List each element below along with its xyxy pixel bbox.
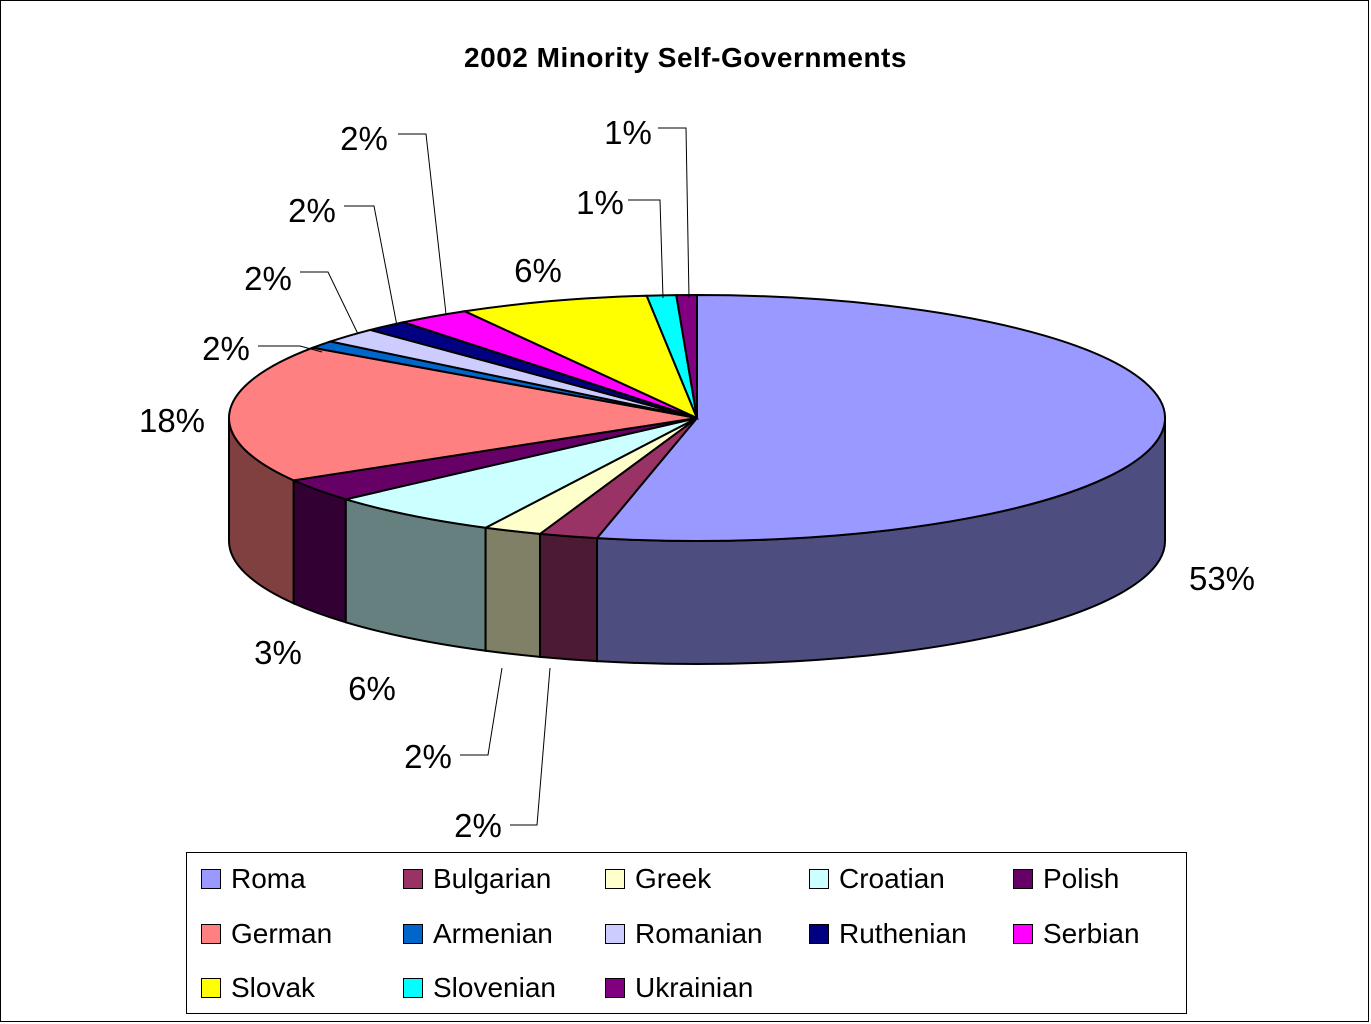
legend-item-serbian: Serbian — [1013, 916, 1140, 952]
legend-label: Croatian — [839, 863, 945, 894]
legend-item-greek: Greek — [605, 861, 711, 897]
legend-swatch — [201, 869, 221, 889]
leader-line-slovenian — [628, 199, 664, 299]
legend-swatch — [201, 978, 221, 998]
data-label-serbian: 2% — [340, 120, 388, 157]
legend-swatch — [403, 978, 423, 998]
legend-label: Serbian — [1043, 918, 1140, 949]
slice-german — [228, 346, 698, 482]
legend-label: Roma — [231, 863, 306, 894]
slice-roma — [594, 293, 1166, 542]
legend-item-ukrainian: Ukrainian — [605, 970, 753, 1006]
data-label-slovenian: 1% — [576, 184, 624, 221]
pie-sides — [228, 417, 1166, 665]
legend-item-bulgarian: Bulgarian — [403, 861, 551, 897]
legend: Roma Bulgarian Greek Croatian Polish German Ar… — [186, 852, 1187, 1014]
data-label-polish: 3% — [254, 634, 302, 671]
slice-ukrainian — [675, 293, 698, 419]
legend-item-slovenian: Slovenian — [403, 970, 556, 1006]
legend-item-croatian: Croatian — [809, 861, 945, 897]
slice-side-polish — [292, 478, 347, 624]
legend-item-roma: Roma — [201, 861, 306, 897]
legend-label: Armenian — [433, 918, 553, 949]
slice-side-greek — [484, 526, 542, 658]
legend-item-german: German — [201, 916, 332, 952]
data-label-armenian: 2% — [202, 330, 250, 367]
leader-line-greek — [460, 667, 503, 756]
data-label-romanian: 2% — [244, 260, 292, 297]
legend-item-slovak: Slovak — [201, 970, 315, 1006]
legend-swatch — [1013, 869, 1033, 889]
leader-line-serbian — [398, 133, 447, 315]
legend-item-ruthenian: Ruthenian — [809, 916, 967, 952]
legend-label: Bulgarian — [433, 863, 552, 894]
legend-label: Slovak — [231, 972, 316, 1003]
legend-label: Ukrainian — [635, 972, 754, 1003]
leader-line-ruthenian — [344, 205, 398, 327]
data-label-roma: 53% — [1189, 560, 1255, 597]
legend-item-romanian: Romanian — [605, 916, 763, 952]
data-label-croatian: 6% — [348, 670, 396, 707]
data-label-greek: 2% — [404, 738, 452, 775]
legend-swatch — [403, 924, 423, 944]
legend-label: Slovenian — [433, 972, 556, 1003]
legend-swatch — [201, 924, 221, 944]
slice-slovak — [461, 294, 699, 420]
legend-label: German — [231, 918, 333, 949]
legend-label: Polish — [1043, 863, 1120, 894]
data-label-ruthenian: 2% — [288, 192, 336, 229]
legend-label: Romanian — [635, 918, 763, 949]
data-label-german: 18% — [139, 402, 205, 439]
legend-swatch — [605, 978, 625, 998]
legend-swatch — [403, 869, 423, 889]
legend-label: Ruthenian — [839, 918, 967, 949]
legend-swatch — [605, 869, 625, 889]
leader-line-ukrainian — [658, 127, 690, 299]
data-label-bulgarian: 2% — [454, 807, 502, 844]
legend-label: Greek — [635, 863, 712, 894]
pie-top — [228, 293, 1166, 542]
chart-title: 2002 Minority Self-Governments — [464, 42, 907, 73]
data-label-slovak: 6% — [514, 252, 562, 289]
leader-line-armenian — [258, 345, 323, 353]
slice-croatian — [341, 417, 698, 529]
slice-side-bulgarian — [539, 532, 598, 663]
legend-swatch — [605, 924, 625, 944]
legend-swatch — [809, 924, 829, 944]
legend-swatch — [1013, 924, 1033, 944]
leader-line-bulgarian — [510, 667, 551, 826]
data-labels: 53%2%2%6%3%18%2%2%2%2%6%1%1% — [139, 114, 1255, 844]
legend-item-armenian: Armenian — [403, 916, 553, 952]
leader-line-romanian — [300, 271, 359, 335]
legend-item-polish: Polish — [1013, 861, 1119, 897]
legend-swatch — [809, 869, 829, 889]
data-label-ukrainian: 1% — [604, 114, 652, 151]
leader-lines — [258, 127, 690, 826]
